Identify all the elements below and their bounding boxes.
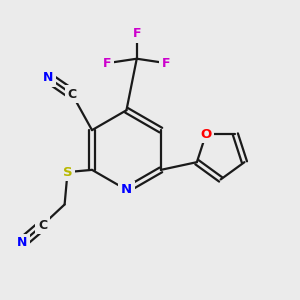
Text: C: C xyxy=(68,88,76,100)
Text: F: F xyxy=(133,27,141,40)
Text: N: N xyxy=(17,236,27,249)
Text: F: F xyxy=(162,57,170,70)
Text: N: N xyxy=(121,183,132,196)
Text: N: N xyxy=(43,71,54,84)
Text: O: O xyxy=(200,128,211,141)
Text: F: F xyxy=(103,57,112,70)
Text: S: S xyxy=(63,166,72,178)
Text: C: C xyxy=(38,219,47,232)
